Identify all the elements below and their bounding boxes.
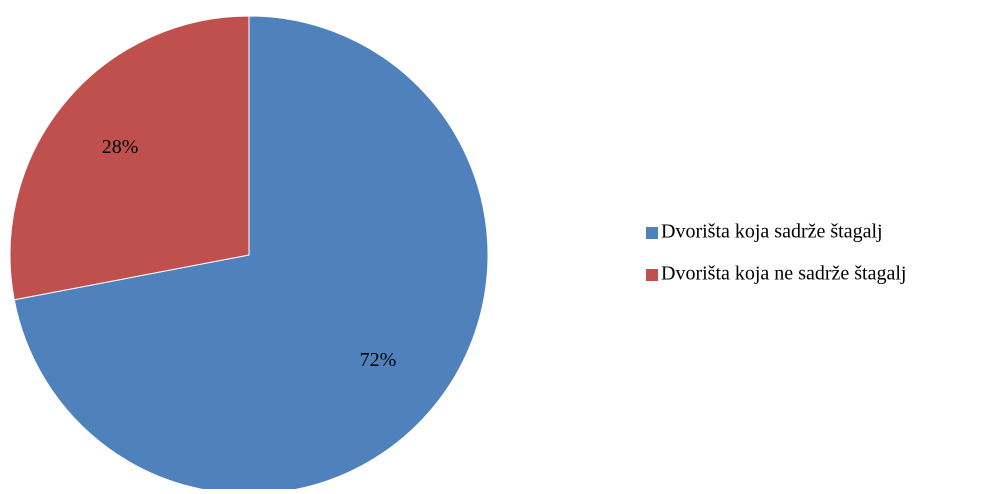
- legend-label-1: Dvorišta koja sadrže štagalj: [661, 221, 883, 243]
- pie-slice-1: [13, 15, 489, 494]
- legend-label-2: Dvorišta koja ne sadrže štagalj: [661, 263, 906, 285]
- legend: Dvorišta koja sadrže štagalj Dvorišta koj…: [646, 221, 906, 285]
- pie-slice-2: [9, 15, 250, 301]
- legend-swatch-1: [646, 227, 658, 239]
- pie-data-labels: 72% 28%: [102, 136, 396, 371]
- pie-slices: [9, 15, 489, 494]
- pie-data-label-1: 72%: [360, 349, 397, 371]
- legend-swatch-2: [646, 269, 658, 281]
- pie-data-label-2: 28%: [102, 136, 139, 158]
